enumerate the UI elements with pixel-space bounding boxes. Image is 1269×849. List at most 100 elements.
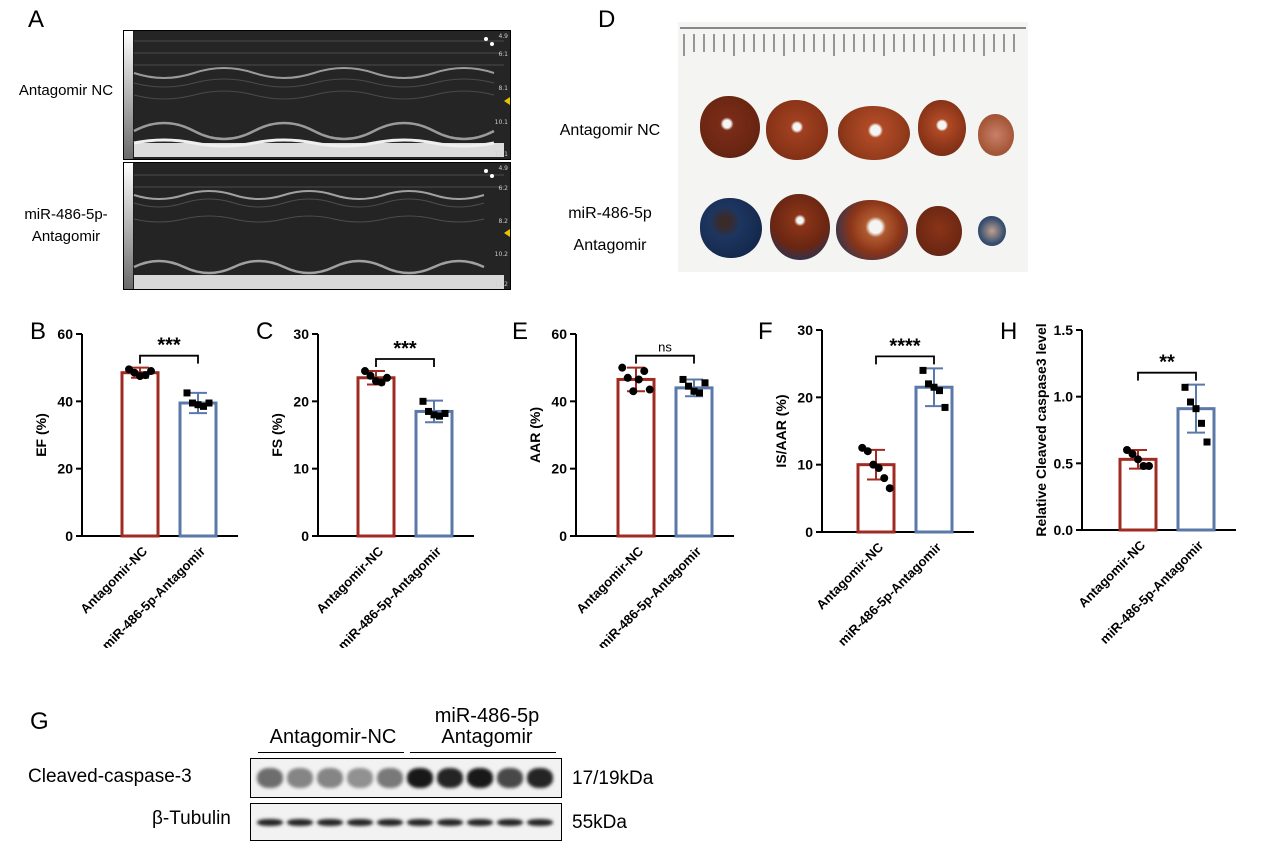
panel-label-c: C — [256, 318, 274, 345]
heart-slice — [770, 194, 830, 260]
data-point — [1203, 438, 1211, 446]
heart-slice — [978, 114, 1014, 156]
data-point — [194, 401, 202, 409]
significance-label: *** — [157, 335, 181, 357]
wb-row-label: β-Tubulin — [152, 808, 231, 829]
wb-band — [317, 818, 343, 826]
y-tick-label: 0.5 — [1054, 455, 1074, 471]
data-point — [366, 371, 375, 380]
echo-tick: 8.1 — [498, 85, 508, 92]
data-point — [1192, 405, 1200, 413]
panel-label-d: D — [598, 6, 616, 33]
data-point — [880, 474, 889, 483]
data-point — [1181, 383, 1189, 391]
chart-cleaved-caspase3: 0.0 0.5 1.0 1.5 Relative Cleaved caspase3 le… — [1033, 322, 1236, 647]
ttc-label-nc: Antagomir NC — [559, 122, 661, 139]
bar — [616, 377, 656, 538]
significance-label: ** — [1159, 352, 1175, 374]
echo-image-antagomir: 4.9 6.2 8.2 10.2 12.2 — [123, 162, 511, 290]
bar — [120, 371, 160, 538]
significance-label: ns — [658, 340, 672, 355]
heart-slice — [766, 100, 828, 160]
wb-band — [287, 768, 313, 788]
y-tick-label: 0 — [559, 528, 567, 544]
category-label: miR-486-5p-Antagomir — [835, 540, 944, 648]
heart-slice — [836, 200, 908, 260]
echo-label-nc: Antagomir NC — [18, 82, 114, 99]
y-tick-label: 20 — [293, 393, 309, 409]
significance-label: **** — [889, 335, 920, 357]
data-point — [925, 380, 932, 388]
wb-band — [437, 818, 463, 826]
wb-group-antagomir: miR-486-5p Antagomir — [434, 705, 540, 748]
wb-band — [437, 768, 463, 788]
y-tick-label: 0 — [301, 528, 309, 544]
significance-bracket — [375, 358, 435, 368]
wb-band — [467, 818, 493, 826]
data-point — [930, 383, 938, 391]
y-tick-label: 1.0 — [1054, 389, 1074, 405]
wb-band — [407, 818, 433, 826]
data-point — [1198, 419, 1205, 427]
data-point — [863, 447, 872, 456]
panel-label-e: E — [512, 318, 529, 345]
data-point — [919, 366, 927, 374]
data-point — [436, 412, 443, 420]
data-point — [419, 397, 427, 405]
wb-band — [407, 768, 433, 788]
data-point — [640, 367, 649, 376]
data-point — [696, 389, 703, 397]
y-tick-label: 0.0 — [1054, 522, 1074, 538]
y-axis-label: IS/AAR (%) — [773, 394, 789, 467]
wb-band — [527, 768, 553, 788]
y-tick-label: 20 — [551, 461, 567, 477]
echo-tick: 10.2 — [494, 251, 508, 258]
y-axis-label: Relative Cleaved caspase3 level — [1033, 323, 1049, 536]
heart-slice — [918, 100, 966, 156]
category-label: miR-486-5p-Antagomir — [595, 544, 704, 648]
data-point — [936, 387, 943, 395]
wb-band — [257, 768, 283, 788]
panel-label-g: G — [30, 708, 49, 735]
data-point — [189, 399, 196, 407]
wb-band — [377, 818, 403, 826]
heart-slice — [978, 216, 1006, 246]
data-point — [874, 464, 883, 473]
significance-bracket — [875, 355, 935, 365]
data-point — [685, 382, 692, 390]
wb-row-size: 17/19kDa — [572, 768, 654, 789]
data-point — [147, 367, 155, 376]
data-point — [1145, 462, 1153, 470]
bar — [674, 386, 714, 538]
data-point — [885, 484, 894, 493]
ruler — [680, 27, 1026, 56]
echo-tick: 10.1 — [494, 119, 508, 126]
category-label: miR-486-5p-Antagomir — [99, 544, 208, 648]
data-point — [377, 378, 386, 387]
data-point — [679, 375, 687, 383]
data-point — [690, 387, 698, 395]
data-point — [430, 411, 438, 419]
wb-band — [497, 768, 523, 788]
data-point — [623, 373, 632, 382]
data-point — [141, 371, 150, 380]
heart-slice — [700, 198, 762, 258]
y-tick-label: 10 — [797, 457, 813, 473]
wb-band — [317, 768, 343, 788]
y-tick-label: 60 — [551, 326, 567, 342]
ttc-photo — [678, 22, 1028, 272]
data-point — [1187, 398, 1194, 406]
echo-trace-nc — [133, 31, 510, 159]
heart-slice — [700, 96, 760, 158]
heart-slice — [916, 206, 962, 256]
data-point — [629, 387, 638, 396]
heart-slice — [838, 106, 910, 160]
data-point — [701, 379, 709, 387]
data-point — [200, 402, 207, 410]
y-axis-label: AAR (%) — [527, 407, 543, 463]
echo-tick: 6.2 — [498, 185, 508, 192]
bar — [1118, 457, 1158, 532]
wb-row-label: Cleaved-caspase-3 — [28, 766, 192, 787]
